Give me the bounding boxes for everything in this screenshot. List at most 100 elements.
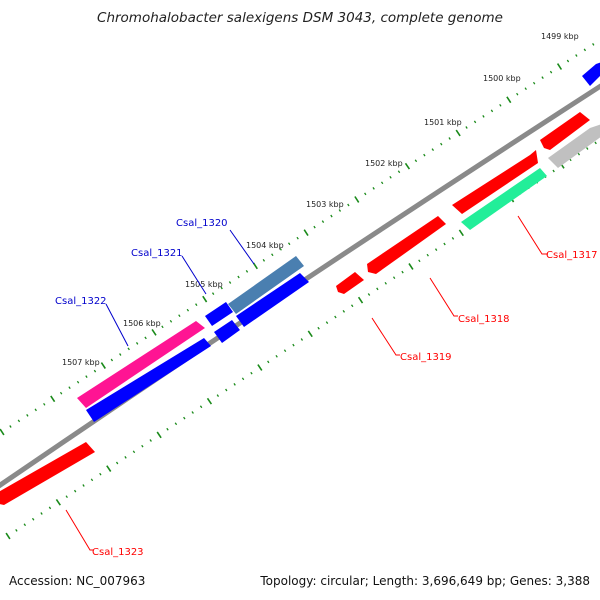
minor-tick <box>434 248 438 251</box>
gene-feature-blue-small[interactable] <box>214 320 240 343</box>
minor-tick <box>516 92 519 96</box>
minor-tick <box>15 529 18 532</box>
gene-feature-blue-top[interactable] <box>582 62 600 86</box>
minor-tick <box>566 59 570 63</box>
gene-feature-blue-mid[interactable] <box>236 273 309 327</box>
minor-tick <box>166 427 169 431</box>
minor-tick <box>401 270 404 274</box>
minor-tick <box>367 293 371 296</box>
minor-tick <box>423 153 426 157</box>
gene-label-csal-1318[interactable]: Csal_1318 <box>458 314 510 325</box>
minor-tick <box>119 353 122 356</box>
minor-tick <box>211 292 215 295</box>
major-tick <box>252 262 258 270</box>
minor-tick <box>110 358 114 362</box>
minor-tick <box>186 308 190 312</box>
minor-tick <box>149 439 152 442</box>
tick-label: 1504 kbp <box>246 241 284 250</box>
gene-feature-csal-1323[interactable] <box>0 442 95 505</box>
minor-tick <box>490 109 494 113</box>
major-tick <box>556 63 563 70</box>
gene-feature-blue-long[interactable] <box>86 338 211 422</box>
minor-tick <box>473 120 477 124</box>
gene-label-csal-1320[interactable]: Csal_1320 <box>176 218 228 229</box>
gene-feature-csal-1319[interactable] <box>336 272 364 294</box>
minor-tick <box>380 181 384 185</box>
major-tick <box>0 428 5 436</box>
minor-tick <box>334 315 337 319</box>
gene-label-csal-1321[interactable]: Csal_1321 <box>131 248 183 259</box>
gene-label-csal-1319[interactable]: Csal_1319 <box>400 352 452 363</box>
minor-tick <box>31 517 35 521</box>
minor-tick <box>524 87 527 91</box>
major-tick <box>307 330 313 338</box>
minor-tick <box>313 225 316 229</box>
minor-tick <box>342 310 346 313</box>
minor-tick <box>59 391 63 395</box>
major-tick <box>206 397 213 405</box>
minor-tick <box>17 419 21 423</box>
minor-tick <box>237 275 240 279</box>
major-tick <box>151 328 157 336</box>
minor-tick <box>499 103 502 107</box>
minor-tick <box>267 360 270 364</box>
tick-label: 1503 kbp <box>306 200 344 209</box>
minor-tick <box>23 523 27 527</box>
gene-feature-csal-1318[interactable] <box>367 216 446 274</box>
minor-tick <box>389 175 392 179</box>
minor-tick <box>443 242 446 246</box>
minor-tick <box>392 276 396 280</box>
gene-label-csal-1323[interactable]: Csal_1323 <box>92 547 144 558</box>
minor-tick <box>364 192 367 196</box>
leader-csal-1321 <box>181 255 207 295</box>
gene-feature-teal[interactable] <box>461 168 547 230</box>
tick-label: 1505 kbp <box>185 280 223 289</box>
reverse-features <box>0 112 600 505</box>
minor-tick <box>241 377 245 381</box>
gene-feature-gray[interactable] <box>548 124 600 168</box>
minor-tick <box>414 159 418 163</box>
minor-tick <box>183 416 186 420</box>
major-tick <box>50 395 56 403</box>
minor-tick <box>65 495 68 499</box>
gene-feature-csal-1320[interactable] <box>228 256 304 314</box>
minor-tick <box>372 187 375 190</box>
gene-feature-csal-1322[interactable] <box>77 321 205 408</box>
accession-text: Accession: NC_007963 <box>9 574 146 588</box>
minor-tick <box>195 303 198 307</box>
minor-tick <box>135 342 139 345</box>
minor-tick <box>552 169 555 173</box>
minor-tick <box>216 394 220 397</box>
minor-tick <box>220 286 223 290</box>
minor-tick <box>465 126 468 129</box>
minor-tick <box>350 304 354 308</box>
major-tick <box>506 96 512 104</box>
gene-feature-csal-1321[interactable] <box>205 302 233 326</box>
minor-tick <box>250 371 253 375</box>
minor-tick <box>169 319 173 323</box>
gene-feature-red-top[interactable] <box>540 112 590 150</box>
minor-tick <box>575 54 578 57</box>
major-tick <box>106 465 112 472</box>
major-tick <box>303 229 309 237</box>
major-tick <box>202 295 208 303</box>
label-leaders <box>65 215 548 551</box>
major-tick <box>354 196 360 203</box>
minor-tick <box>199 405 203 409</box>
minor-tick <box>541 76 544 79</box>
gene-label-csal-1317[interactable]: Csal_1317 <box>546 250 598 261</box>
minor-tick <box>577 152 581 156</box>
gene-labels: Csal_1320 Csal_1321 Csal_1322 Csal_1317 … <box>55 218 598 558</box>
tick-label: 1501 kbp <box>424 118 462 127</box>
gene-label-csal-1322[interactable]: Csal_1322 <box>55 296 107 307</box>
minor-tick <box>90 478 94 482</box>
minor-tick <box>418 259 421 263</box>
tick-label: 1502 kbp <box>365 159 403 168</box>
minor-tick <box>292 343 295 347</box>
minor-tick <box>233 383 236 386</box>
gene-feature-csal-1317[interactable] <box>452 150 538 214</box>
minor-tick <box>132 450 136 454</box>
minor-tick <box>347 203 350 207</box>
minor-tick <box>376 287 379 291</box>
